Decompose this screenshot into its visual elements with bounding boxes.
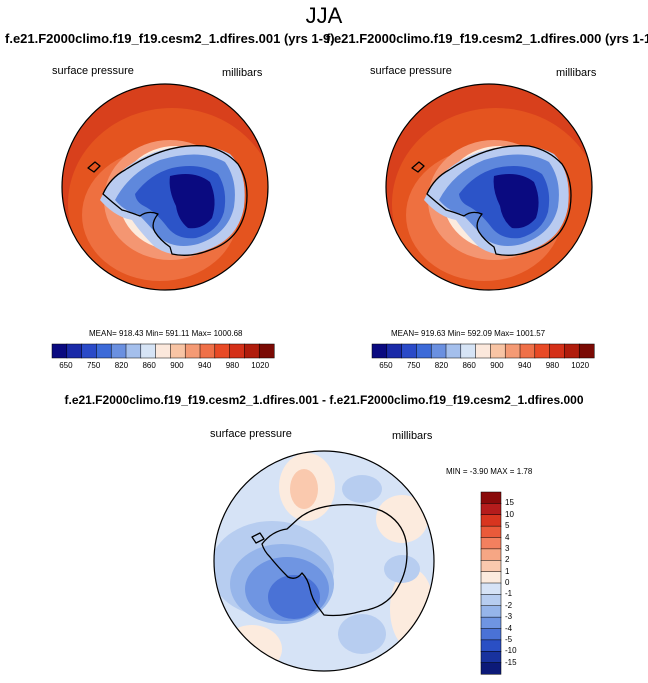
panel1-colorbar-swatch <box>199 343 216 359</box>
diff-colorbar-swatch <box>480 662 502 675</box>
diff-colorbar-swatch <box>480 560 502 573</box>
panel2-colorbar-tick-label: 650 <box>379 361 393 370</box>
diff-colorbar-tick-label: 10 <box>505 509 514 519</box>
panel2-colorbar-swatch <box>445 343 462 359</box>
diff-colorbar-swatch <box>480 514 502 527</box>
diff-colorbar-swatch <box>480 582 502 595</box>
diff-colorbar-tick-label: 5 <box>505 521 510 531</box>
diff-colorbar-swatch <box>480 525 502 539</box>
panel2-colorbar-tick-label: 1020 <box>571 361 590 370</box>
diff-colorbar-swatch <box>480 639 502 652</box>
panel2-colorbar-swatch <box>401 343 417 359</box>
panel2-colorbar-swatch <box>534 343 551 359</box>
panel2-units-label: millibars <box>556 67 597 79</box>
diff-colorbar-swatch <box>480 548 502 561</box>
diff-colorbar-tick-label: -2 <box>505 600 513 610</box>
diff-colorbar-tick-label: -3 <box>505 612 513 622</box>
panel2-colorbar-swatch <box>416 343 432 359</box>
panel1-colorbar-tick-label: 860 <box>142 361 156 370</box>
panel2-colorbar-swatch <box>504 343 521 359</box>
diff-stats: MIN = -3.90 MAX = 1.78 <box>446 467 533 476</box>
panel2-colorbar-swatch <box>386 343 403 359</box>
panel1-colorbar-swatch <box>258 343 275 359</box>
panel1-colorbar-swatch <box>140 343 157 359</box>
panel2-colorbar-tick-label: 860 <box>462 361 476 370</box>
panel1-colorbar-tick-label: 1020 <box>251 361 270 370</box>
diff-map <box>213 450 435 672</box>
diff-colorbar-tick-label: 2 <box>505 555 510 565</box>
main-title: JJA <box>305 3 343 28</box>
panel1-colorbar-tick-label: 820 <box>114 361 129 370</box>
panel1-run-title: f.e21.F2000climo.f19_f19.cesm2_1.dfires.… <box>5 31 335 46</box>
panel1-colorbar-swatch <box>229 343 245 359</box>
diff-colorbar-tick-label: -5 <box>505 634 513 644</box>
panel2-colorbar-swatch <box>519 343 536 359</box>
diff-colorbar-tick-label: 0 <box>505 578 510 587</box>
panel2-colorbar-swatch <box>549 343 565 359</box>
panel1-colorbar-swatch <box>96 343 112 359</box>
diff-colorbar-tick-label: 3 <box>505 543 510 553</box>
panel1-colorbar-swatch <box>184 343 201 359</box>
diff-colorbar-swatch <box>480 605 502 618</box>
panel1-units-label: millibars <box>222 67 263 79</box>
panel2-colorbar-swatch <box>564 343 580 359</box>
panel1-colorbar-tick-label: 900 <box>170 361 184 370</box>
panel2-colorbar <box>371 343 595 359</box>
panel2-colorbar-tick-label: 980 <box>545 361 560 370</box>
diff-colorbar-swatch <box>480 571 502 584</box>
panel1-colorbar-swatch <box>170 343 186 359</box>
panel1-colorbar-swatch <box>244 343 260 359</box>
diff-colorbar-swatch <box>480 651 502 664</box>
panel1-colorbar <box>51 343 275 359</box>
panel2-colorbar-swatch <box>475 343 491 359</box>
panel2-run-title: f.e21.F2000climo.f19_f19.cesm2_1.dfires.… <box>326 31 648 46</box>
panel1-colorbar-swatch <box>214 343 231 359</box>
diff-colorbar-swatch <box>480 537 502 550</box>
diff-colorbar-tick-label: 15 <box>505 498 514 508</box>
diff-variable-label: surface pressure <box>210 428 292 440</box>
panel2-colorbar-tick-label: 750 <box>406 361 421 370</box>
panel1-stats: MEAN= 918.43 Min= 591.11 Max= 1000.68 <box>89 329 243 338</box>
panel2-colorbar-tick-label: 940 <box>517 361 532 370</box>
diff-colorbar-labels: 15 10 5 4 3 2 1 0 -1 -2 -3 -4 -5 -10 -15 <box>505 492 545 674</box>
diff-run-title: f.e21.F2000climo.f19_f19.cesm2_1.dfires.… <box>64 393 584 407</box>
panel1-colorbar-swatch <box>155 343 171 359</box>
diff-colorbar-tick-label: -4 <box>505 623 513 633</box>
panel1-colorbar-tick-label: 980 <box>225 361 240 370</box>
panel1-variable-label: surface pressure <box>52 65 134 77</box>
diff-colorbar-swatch <box>480 594 502 607</box>
panel1-map <box>61 83 269 291</box>
panel2-colorbar-swatch <box>430 343 447 359</box>
diff-colorbar-tick-label: -10 <box>505 646 517 656</box>
diff-colorbar-tick-label: 4 <box>505 532 510 542</box>
panel2-colorbar-swatch <box>490 343 506 359</box>
panel2-colorbar-swatch <box>578 343 595 359</box>
diff-colorbar-swatch <box>480 628 502 641</box>
panel1-colorbar-swatch <box>81 343 97 359</box>
diff-colorbar <box>480 491 502 675</box>
panel2-map <box>385 83 593 291</box>
panel1-colorbar-swatch <box>66 343 83 359</box>
panel1-colorbar-swatch <box>125 343 142 359</box>
panel1-colorbar-tick-label: 940 <box>197 361 212 370</box>
panel2-colorbar-tick-label: 820 <box>434 361 449 370</box>
panel1-colorbar-labels: 650 750 820 860 900 940 980 1020 <box>52 361 274 371</box>
diff-colorbar-swatch <box>480 491 502 504</box>
panel1-colorbar-swatch <box>51 343 68 359</box>
panel2-colorbar-swatch <box>460 343 477 359</box>
diff-colorbar-tick-label: -1 <box>505 589 513 599</box>
diff-colorbar-swatch <box>480 616 502 630</box>
panel2-colorbar-tick-label: 900 <box>490 361 504 370</box>
diff-colorbar-tick-label: -15 <box>505 657 517 667</box>
panel2-colorbar-labels: 650 750 820 860 900 940 980 1020 <box>372 361 594 371</box>
panel1-colorbar-tick-label: 750 <box>86 361 101 370</box>
diff-colorbar-tick-label: 1 <box>505 566 510 576</box>
panel1-colorbar-swatch <box>110 343 127 359</box>
panel2-variable-label: surface pressure <box>370 65 452 77</box>
panel1-colorbar-tick-label: 650 <box>59 361 73 370</box>
panel2-colorbar-swatch <box>371 343 388 359</box>
diff-units-label: millibars <box>392 430 433 442</box>
panel2-stats: MEAN= 919.63 Min= 592.09 Max= 1001.57 <box>391 329 546 338</box>
diff-colorbar-swatch <box>480 503 502 516</box>
